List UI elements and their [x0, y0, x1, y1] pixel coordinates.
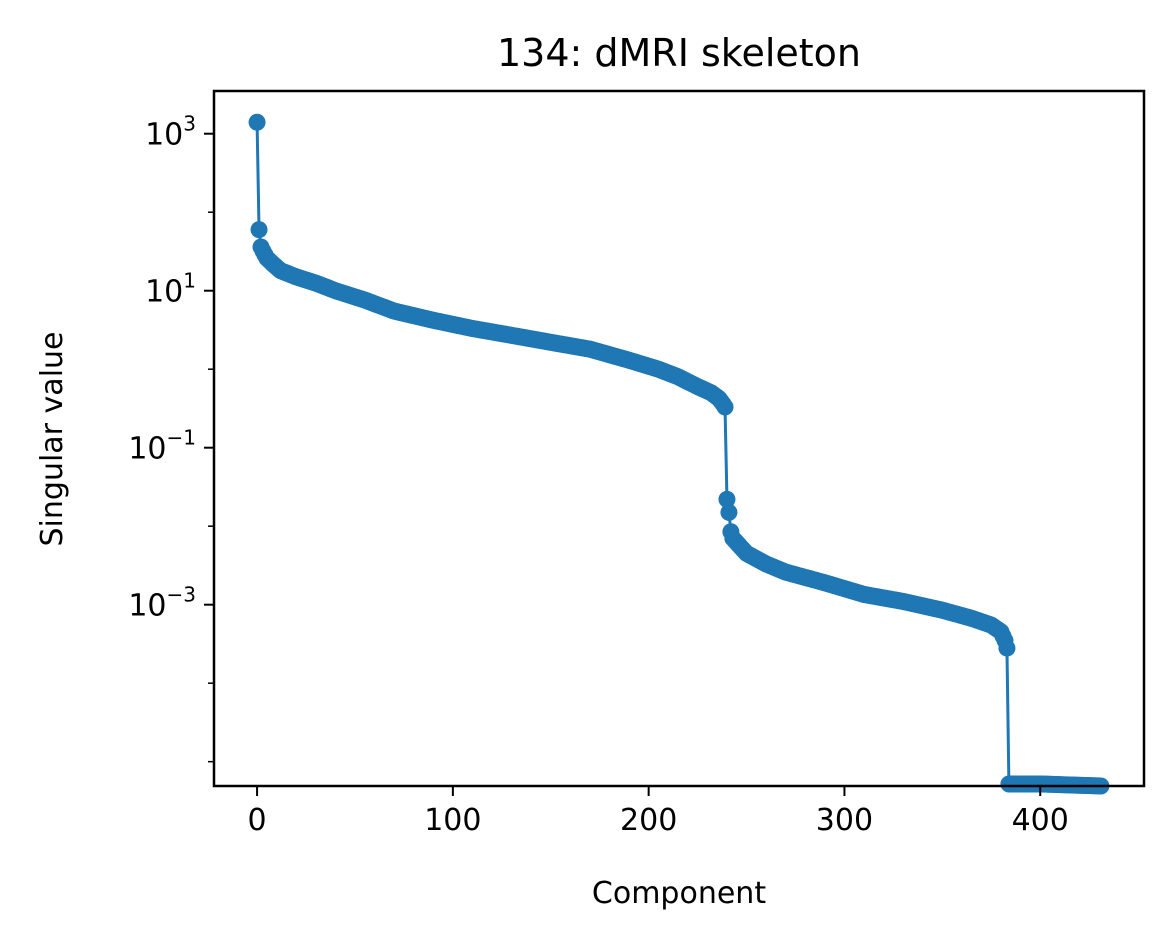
data-point [248, 113, 266, 131]
y-tick-label: 10−3 [128, 583, 196, 624]
data-point [716, 398, 734, 416]
data-point [998, 639, 1016, 657]
y-tick-label: 10−1 [128, 426, 196, 467]
x-tick-label: 100 [424, 803, 481, 838]
x-axis: 0 100 200 300 400 [248, 786, 1069, 838]
y-axis: 103 101 10−1 10−3 [128, 112, 214, 763]
plot-area [212, 89, 1146, 795]
x-tick-label: 400 [1012, 803, 1069, 838]
x-tick-label: 300 [816, 803, 873, 838]
series-layer [248, 113, 1110, 795]
data-point [250, 221, 268, 239]
x-tick-label: 0 [248, 803, 267, 838]
y-tick-label: 101 [145, 269, 196, 310]
data-point [720, 503, 738, 521]
x-axis-label: Component [592, 876, 766, 911]
data-point [718, 490, 736, 508]
y-tick-label: 103 [145, 112, 196, 153]
axes-frame [212, 89, 1146, 788]
chart-title: 134: dMRI skeleton [497, 31, 861, 75]
y-axis-label: Singular value [35, 332, 70, 547]
x-tick-label: 200 [620, 803, 677, 838]
